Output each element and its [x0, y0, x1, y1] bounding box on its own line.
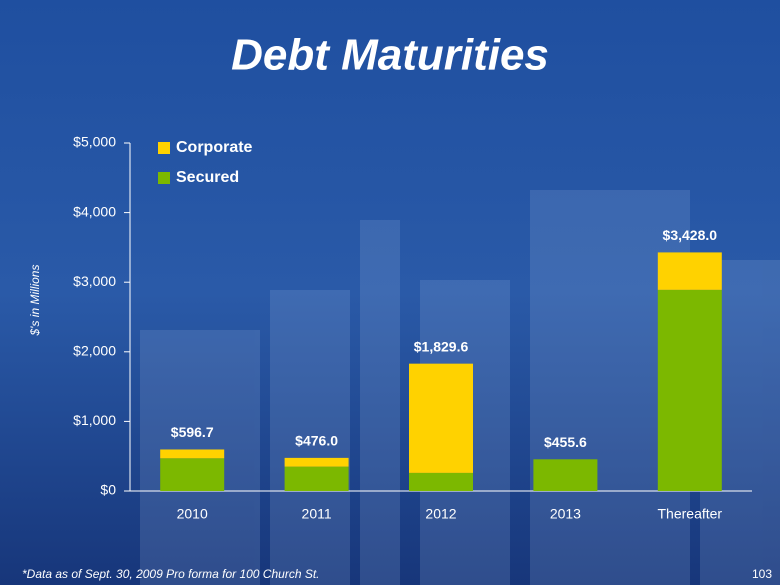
x-tick-label: 2011 — [302, 506, 332, 522]
legend-label: Corporate — [176, 139, 253, 156]
legend-swatch — [158, 142, 170, 154]
y-tick-label: $2,000 — [73, 343, 116, 359]
bar-segment — [160, 458, 225, 491]
bar-segment — [657, 289, 722, 491]
total-label: $455.6 — [544, 434, 587, 450]
y-tick-label: $5,000 — [73, 134, 116, 150]
footnote: *Data as of Sept. 30, 2009 Pro forma for… — [22, 567, 320, 581]
legend-swatch — [158, 172, 170, 184]
y-tick-label: $0 — [100, 482, 116, 498]
y-tick-label: $3,000 — [73, 273, 116, 289]
page-number: 103 — [752, 567, 772, 581]
x-tick-label: Thereafter — [658, 506, 723, 522]
total-label: $476.0 — [295, 433, 338, 449]
x-tick-label: 2013 — [550, 506, 581, 522]
y-tick-label: $4,000 — [73, 203, 116, 219]
x-tick-label: 2010 — [177, 506, 208, 522]
bar-segment — [284, 457, 349, 467]
y-tick-label: $1,000 — [73, 412, 116, 428]
y-axis-label: $'s in Millions — [28, 265, 42, 337]
bar-segment — [657, 252, 722, 290]
total-label: $3,428.0 — [663, 227, 718, 243]
total-label: $596.7 — [171, 424, 214, 440]
bar-segment — [409, 363, 473, 473]
legend-label: Secured — [176, 169, 239, 186]
title: Debt Maturities — [231, 31, 549, 80]
total-label: $1,829.6 — [414, 338, 469, 354]
bar-segment — [160, 449, 225, 459]
x-tick-label: 2012 — [425, 506, 456, 522]
bar-segment — [284, 466, 349, 491]
bar-segment — [409, 472, 473, 491]
bar-segment — [533, 459, 598, 491]
